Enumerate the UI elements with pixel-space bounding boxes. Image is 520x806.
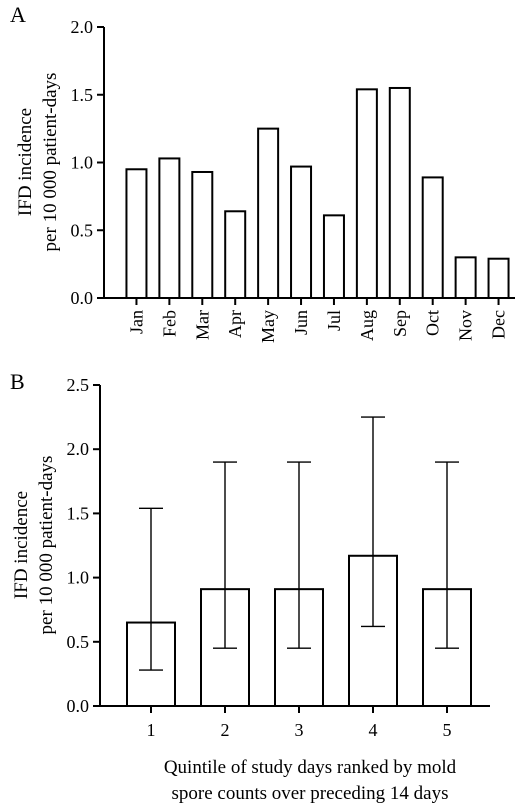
panel-b-axes: [99, 385, 490, 707]
panel-b-y-tick-label: 1.0: [67, 568, 90, 588]
panel-a-bar-dec: [487, 257, 510, 299]
panel-a-bar-jan: [125, 168, 148, 299]
panel-a-bar-apr: [224, 210, 247, 299]
panel-a-x-tick-label: Apr: [225, 310, 245, 338]
panel-a-x-tick-label: Nov: [456, 310, 476, 341]
panel-a-y-tick-label: 0.5: [71, 220, 94, 240]
panel-b-ylabel-line1: IFD incidence: [11, 491, 32, 599]
panel-a-bar-mar: [191, 170, 214, 299]
panel-b-x-tick-label: 2: [221, 720, 230, 740]
panel-b-x-ticks: 1 2 3 4 5: [147, 706, 452, 740]
panel-a-bar-jul: [322, 214, 345, 299]
panel-a-y-tick-label: 1.5: [71, 85, 94, 105]
panel-b-ylabel-line2: per 10 000 patient-days: [36, 456, 57, 635]
panel-b-y-tick-label: 0.5: [67, 632, 90, 652]
panel-a-x-tick-label: Dec: [489, 310, 509, 339]
panel-b-x-tick-label: 1: [147, 720, 156, 740]
panel-a-bar-nov: [454, 256, 477, 300]
panel-a-x-tick-label: Jun: [291, 310, 311, 335]
panel-a-y-tick-label: 2.0: [71, 17, 94, 37]
panel-b-y-tick-label: 2.0: [67, 439, 90, 459]
panel-a: A IFD incidence per 10 000 patient-days …: [10, 2, 515, 343]
panel-b-error-bars: [139, 416, 459, 671]
panel-b-label: B: [10, 369, 25, 394]
panel-a-x-tick-label: Jul: [324, 310, 344, 331]
panel-a-x-tick-label: Jan: [126, 310, 146, 334]
panel-a-label: A: [10, 2, 26, 27]
panel-b-y-tick-label: 1.5: [67, 503, 90, 523]
panel-b-y-ticks: 0.0 0.5 1.0 1.5 2.0 2.5: [67, 375, 100, 716]
panel-a-x-tick-label: Mar: [192, 310, 212, 340]
panel-a-bar-feb: [158, 157, 181, 299]
panel-a-bar-may: [257, 127, 280, 299]
panel-a-axes: [103, 27, 515, 299]
panel-a-bar-oct: [421, 176, 444, 299]
panel-b-xlabel-line1: Quintile of study days ranked by mold: [164, 757, 457, 778]
panel-a-x-tick-label: Feb: [159, 310, 179, 337]
panel-a-bar-sep: [388, 86, 411, 299]
panel-a-bar-jun: [290, 165, 313, 299]
panel-b-xlabel-line2: spore counts over preceding 14 days: [171, 783, 448, 804]
panel-b-y-tick-label: 2.5: [67, 375, 90, 395]
panel-a-y-tick-label: 0.0: [71, 288, 94, 308]
panel-a-bars: [125, 86, 510, 300]
panel-a-y-ticks: 0.0 0.5 1.0 1.5 2.0: [71, 17, 104, 308]
panel-a-bar-aug: [355, 88, 378, 299]
panel-b: B IFD incidence per 10 000 patient-days …: [10, 369, 490, 804]
panel-a-x-tick-label: May: [258, 310, 278, 343]
panel-a-x-tick-label: Aug: [357, 310, 377, 341]
panel-a-ylabel-line2: per 10 000 patient-days: [40, 73, 61, 252]
panel-b-y-tick-label: 0.0: [67, 696, 90, 716]
panel-a-x-tick-label: Sep: [390, 310, 410, 337]
panel-a-x-ticks: Jan Feb Mar Apr May Jun Jul Aug Sep Oct Nov Dec: [126, 298, 509, 343]
panel-b-x-tick-label: 3: [295, 720, 304, 740]
panel-a-x-tick-label: Oct: [423, 310, 443, 336]
panel-a-y-tick-label: 1.0: [71, 153, 94, 173]
panel-a-ylabel-line1: IFD incidence: [15, 108, 36, 216]
panel-b-x-tick-label: 5: [443, 720, 452, 740]
panel-b-x-tick-label: 4: [369, 720, 378, 740]
